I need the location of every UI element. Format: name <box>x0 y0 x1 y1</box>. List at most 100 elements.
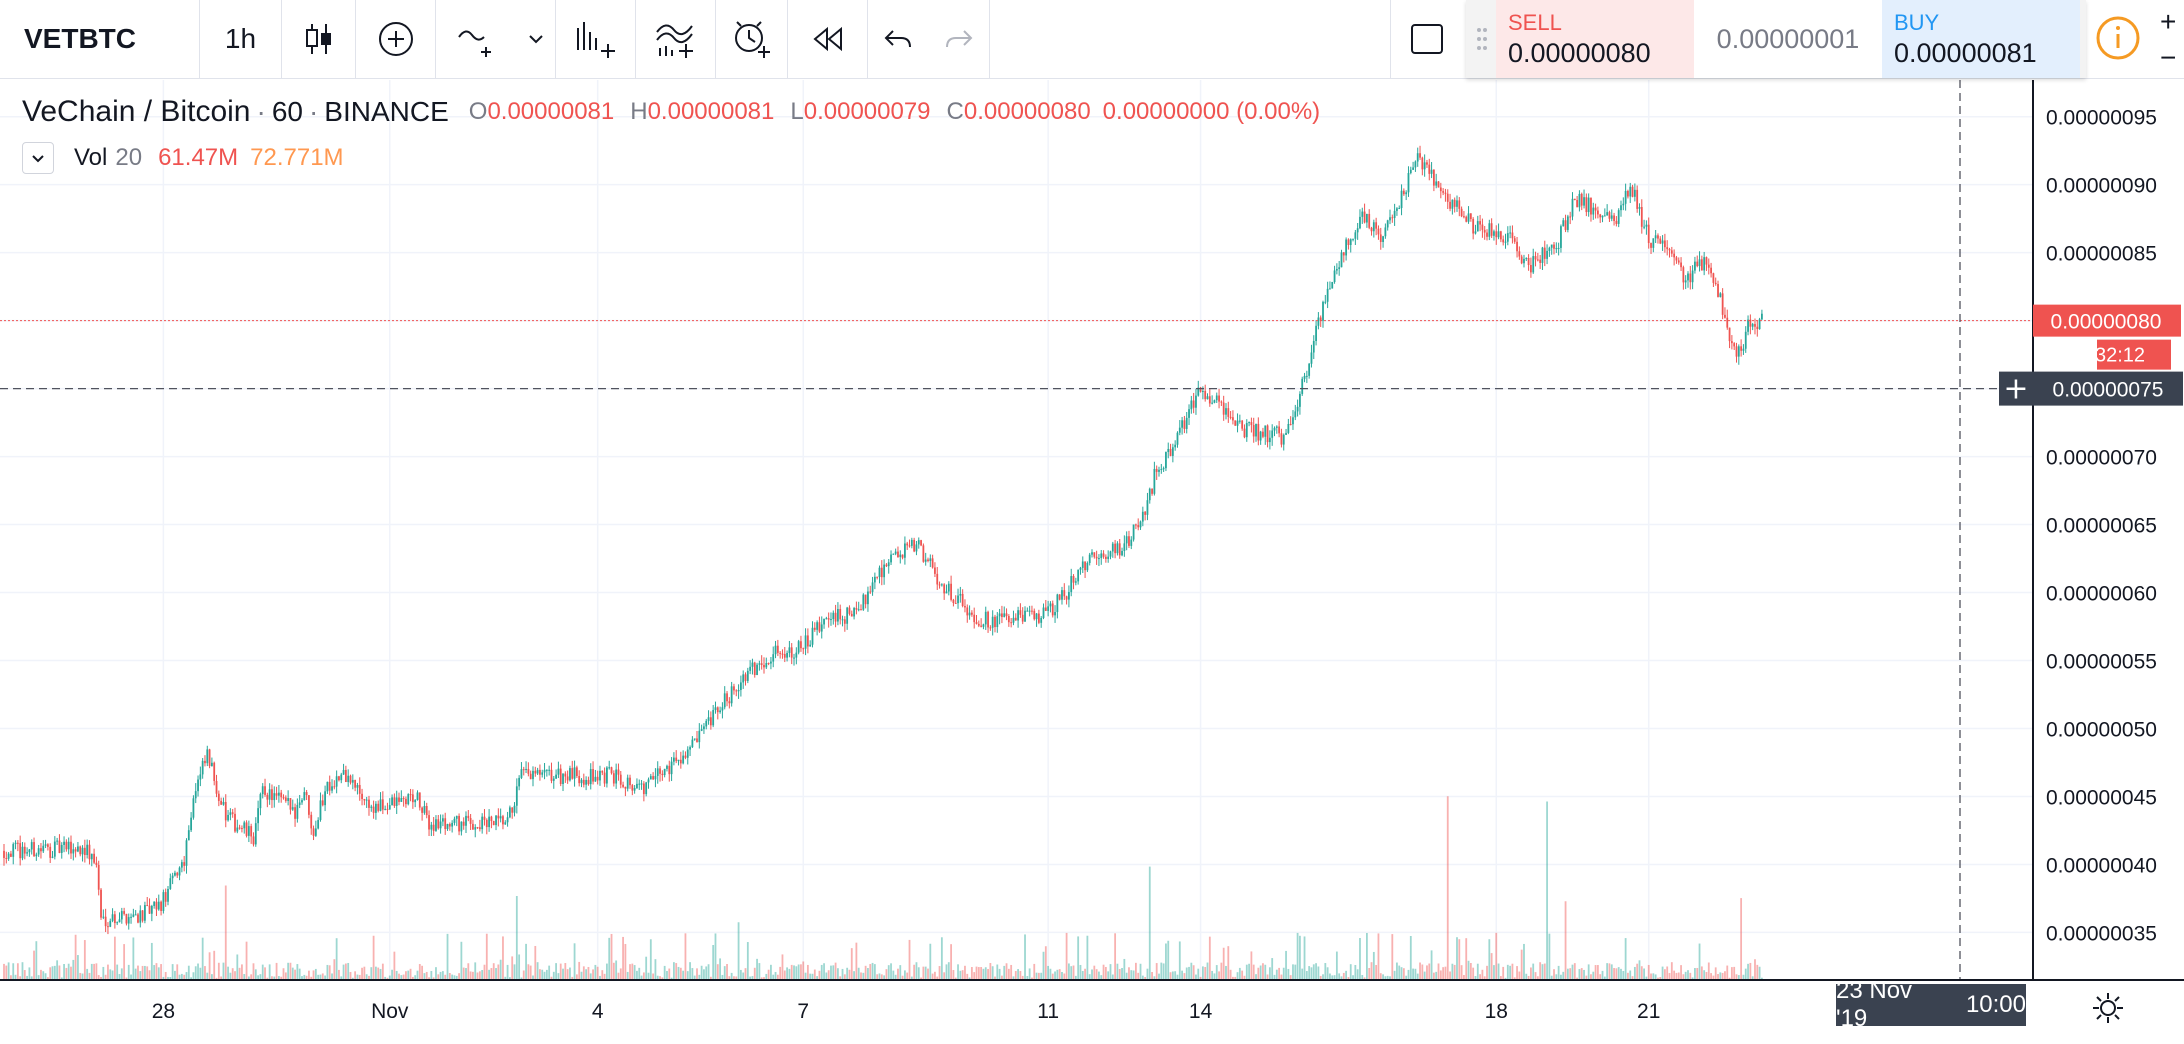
volume-bar <box>379 968 382 980</box>
candle-body <box>1049 603 1052 607</box>
candle-body <box>1613 215 1615 221</box>
alert-button[interactable] <box>716 0 788 78</box>
candle-body <box>148 905 151 914</box>
volume-bar <box>465 968 467 980</box>
volume-bar <box>1615 968 1618 980</box>
select-window-button[interactable] <box>1390 0 1462 78</box>
volume-bar <box>1109 964 1112 980</box>
volume-bar <box>1086 935 1089 980</box>
volume-bar <box>1201 966 1204 980</box>
drag-handle-icon[interactable] <box>1476 26 1488 52</box>
volume-bar <box>81 973 84 980</box>
candle-body <box>1192 400 1195 408</box>
volume-bar <box>1428 963 1431 980</box>
symbol-search[interactable]: VETBTC <box>0 0 200 78</box>
volume-bar <box>490 968 493 980</box>
redo-button[interactable] <box>928 0 990 78</box>
candle-body <box>72 849 75 854</box>
volume-bar <box>686 971 689 980</box>
zoom-in-button[interactable]: + <box>2160 6 2177 37</box>
candle-body <box>640 783 643 785</box>
candle-body <box>1754 324 1756 327</box>
volume-bar <box>659 976 661 980</box>
candle-body <box>841 619 844 621</box>
volume-bar <box>846 967 849 980</box>
zoom-out-button[interactable]: − <box>2160 42 2177 73</box>
undo-button[interactable] <box>868 0 928 78</box>
candle-body <box>1232 417 1234 421</box>
volume-bar <box>760 977 763 980</box>
candle-body <box>1132 524 1135 540</box>
candle-body <box>1356 228 1359 233</box>
volume-bar <box>1315 963 1317 980</box>
chart-style-button[interactable] <box>282 0 356 78</box>
volume-bar <box>1266 974 1269 980</box>
volume-bar <box>409 968 412 980</box>
candle-body <box>1700 259 1703 271</box>
candle-body <box>1252 425 1255 437</box>
candle-body <box>88 844 91 860</box>
volume-bar <box>601 970 604 980</box>
buy-button[interactable]: BUY 0.00000081 <box>1882 0 2080 78</box>
volume-bar <box>1132 970 1135 980</box>
volume-bar <box>1421 964 1424 980</box>
volume-bar <box>282 968 285 980</box>
candle-body <box>1294 411 1297 418</box>
volume-bar <box>1631 976 1634 980</box>
candle-body <box>661 773 664 776</box>
volume-bar <box>698 974 701 980</box>
candle-body <box>578 775 581 784</box>
add-indicator-button[interactable] <box>356 0 436 78</box>
candle-body <box>1370 227 1373 232</box>
trade-panel: SELL 0.00000080 0.00000001 BUY 0.0000008… <box>1466 0 2086 78</box>
volume-bar <box>1747 963 1749 980</box>
candle-body <box>1523 258 1525 264</box>
candle-body <box>529 773 532 780</box>
volume-bar <box>739 969 742 980</box>
time-tick-label: 11 <box>1037 1000 1059 1023</box>
volume-bar <box>550 976 553 980</box>
candle-body <box>1606 212 1609 216</box>
candle-body <box>153 901 156 906</box>
candle-body <box>1303 375 1306 379</box>
candle-body <box>167 888 169 902</box>
candle-body <box>991 616 994 628</box>
volume-bar <box>5 965 8 980</box>
volume-bar <box>1756 964 1759 980</box>
candle-body <box>1361 211 1364 217</box>
candle-body <box>744 674 747 681</box>
volume-bar <box>1684 971 1687 980</box>
indicators-dropdown[interactable] <box>516 0 556 78</box>
collapse-legend-button[interactable] <box>22 142 54 174</box>
symbol-title[interactable]: VeChain / Bitcoin <box>22 95 251 128</box>
candle-body <box>326 781 329 792</box>
candle-body <box>1322 301 1324 321</box>
volume-bar <box>1250 951 1253 980</box>
volume-bar <box>806 964 809 980</box>
volume-bar <box>1737 975 1740 980</box>
sell-button[interactable]: SELL 0.00000080 <box>1496 0 1694 78</box>
candle-body <box>1137 525 1140 528</box>
candle-body <box>144 905 146 921</box>
volume-bar <box>1668 973 1671 980</box>
candle-body <box>615 769 618 784</box>
volume-bar <box>1539 962 1542 980</box>
volume-bar <box>910 976 913 980</box>
indicators-button[interactable] <box>436 0 516 78</box>
close-value: 0.00000080 <box>963 98 1091 125</box>
compare-button[interactable] <box>556 0 636 78</box>
candle-body <box>1077 569 1080 582</box>
candle-body <box>465 815 467 826</box>
info-icon[interactable] <box>2090 10 2146 66</box>
volume-bar <box>1054 971 1056 980</box>
templates-button[interactable] <box>636 0 716 78</box>
candle-body <box>351 779 354 783</box>
volume-bar <box>1264 964 1267 980</box>
interval-button[interactable]: 1h <box>200 0 282 78</box>
replay-button[interactable] <box>788 0 868 78</box>
candle-body <box>543 769 546 773</box>
gear-icon[interactable] <box>2090 990 2126 1026</box>
candle-body <box>97 864 100 890</box>
volume-bar <box>180 973 183 980</box>
